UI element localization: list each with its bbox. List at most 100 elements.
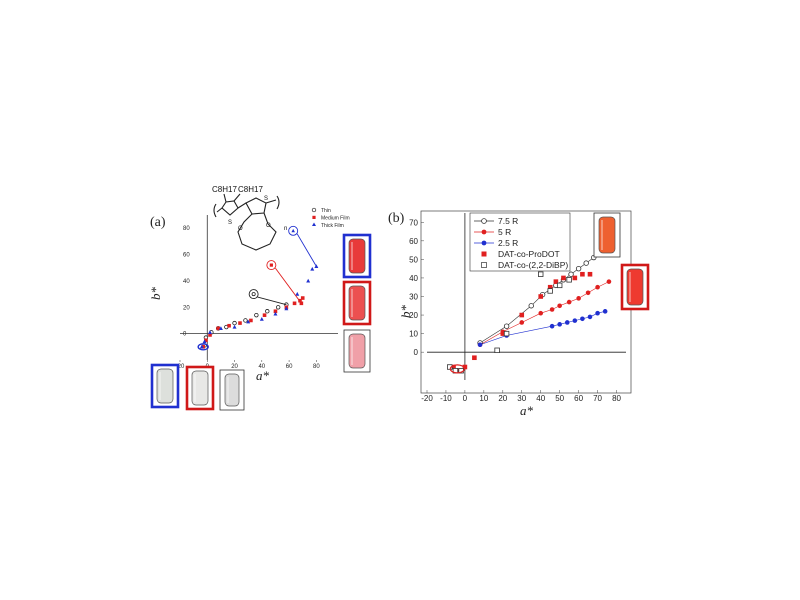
- panel-b-xtick-label: 50: [555, 394, 564, 403]
- panel-a-point-0: [232, 320, 237, 326]
- panel-b-xtick-label: -10: [440, 394, 452, 403]
- chem-repeat-n: n: [284, 226, 287, 232]
- panel-a-point-0: [254, 312, 259, 318]
- panel-a-xtick-label: -20: [176, 364, 185, 370]
- panel-b-ticks: -20 -10 0 10 20 30 40 50 60 70 80 0 10 20 30 40 50 60 70: [409, 218, 621, 403]
- legend-marker-thick: [312, 222, 316, 226]
- panel-a-label: (a): [150, 215, 166, 230]
- panel-b-point-3: [553, 279, 559, 284]
- panel-b: (b) -20 -10 0 10 20 30 40 50 60 70 80 0 10 20 30 40 50 60…: [388, 210, 632, 418]
- panel-a-ytick-label: 0: [183, 332, 187, 338]
- legend-marker-dibp: [481, 262, 487, 268]
- panel-a-marks: [197, 225, 319, 351]
- chem-substituent-1: C8H17: [212, 185, 237, 194]
- panel-b-point-3: [538, 294, 544, 299]
- swatch-fill: [348, 285, 366, 321]
- panel-b-point-2: [557, 322, 562, 327]
- panel-a-point-2: [273, 311, 278, 316]
- panel-b-point-2: [564, 320, 570, 325]
- panel-a-point-1: [208, 333, 212, 337]
- panel-b-xtick-label: -20: [421, 394, 433, 403]
- panel-a-point-2: [218, 326, 223, 330]
- panel-a-point-0: [275, 305, 281, 310]
- legend-label-7-5r: 7.5 R: [498, 216, 518, 226]
- swatch-fill: [348, 238, 366, 274]
- panel-a-point-1: [227, 323, 231, 328]
- panel-b-point-1: [595, 284, 600, 290]
- panel-b-xtick-label: 0: [463, 394, 468, 403]
- panel-b-ytick-label: 70: [409, 218, 418, 227]
- panel-a-point-1: [201, 345, 205, 349]
- swatch-glare: [601, 220, 603, 250]
- panel-a-ytick-label: 60: [183, 253, 190, 259]
- panel-b-point-4: [447, 364, 453, 370]
- panel-a-ytick-label: 20: [183, 305, 190, 311]
- panel-b-point-1: [538, 310, 544, 316]
- panel-b-point-3: [547, 284, 553, 290]
- panel-b-ytick-label: 50: [409, 255, 418, 264]
- panel-b-point-2: [580, 316, 585, 322]
- panel-a-ticks: -20020406080020406080: [176, 226, 321, 370]
- panel-a-point-1: [273, 309, 278, 314]
- chem-atom-s2: S: [264, 196, 268, 202]
- annotation-line-1: [275, 267, 302, 304]
- panel-b-point-0: [575, 265, 582, 272]
- swatch-b-orange: [593, 212, 621, 258]
- panel-b-xtick-label: 70: [593, 394, 602, 403]
- swatch-fill: [626, 268, 644, 306]
- swatch-glare: [351, 337, 353, 365]
- swatch-glare: [194, 374, 196, 402]
- panel-b-point-4: [494, 347, 500, 354]
- panel-b-ytick-label: 10: [409, 330, 418, 339]
- panel-a-point-2: [202, 339, 207, 344]
- swatch-glare: [159, 372, 161, 400]
- swatch-a-thick-bleached: [150, 363, 180, 409]
- panel-a-point-2: [199, 344, 204, 349]
- panel-b-point-1: [549, 307, 555, 312]
- panel-b-marks: [447, 247, 612, 374]
- panel-a-point-1: [216, 326, 220, 331]
- chem-atom-o1: O: [266, 223, 271, 229]
- panel-b-legend: 7.5 R 5 R 2.5 R DAT-co-ProDOT DAT-co-(2,…: [469, 212, 571, 272]
- swatch-glare: [227, 377, 229, 403]
- panel-b-point-2: [602, 309, 608, 314]
- panel-b-ylabel: b*: [398, 305, 413, 319]
- legend-label-dibp: DAT-co-(2,2-DiBP): [498, 260, 568, 270]
- panel-a-axes: [180, 215, 338, 360]
- swatch-glare: [629, 272, 631, 302]
- panel-b-point-4: [556, 282, 563, 289]
- panel-a-point-2: [246, 319, 251, 324]
- legend-label-prodot: DAT-co-ProDOT: [498, 249, 560, 259]
- panel-a-point-1: [300, 296, 305, 300]
- panel-b-point-2: [587, 314, 593, 320]
- swatch-b-red: [620, 263, 650, 311]
- panel-b-point-3: [519, 312, 525, 318]
- swatch-fill: [191, 370, 209, 406]
- panel-b-ytick-label: 60: [409, 237, 418, 246]
- swatch-a-medium-bleached: [185, 365, 215, 411]
- panel-b-point-1: [576, 296, 581, 301]
- chem-substituent-2: C8H17: [238, 185, 263, 194]
- panel-b-point-3: [462, 364, 468, 370]
- panel-a-point-0: [243, 318, 248, 323]
- swatch-glare: [351, 289, 353, 317]
- legend-marker-medium: [312, 215, 316, 219]
- panel-b-xtick-label: 10: [479, 394, 488, 403]
- panel-b-ytick-label: 0: [414, 348, 419, 357]
- panel-a-xtick-label: 20: [231, 364, 238, 370]
- panel-a-xtick-label: 60: [286, 364, 293, 370]
- swatch-fill: [348, 333, 366, 369]
- panel-b-series-line-2: [479, 311, 606, 346]
- chem-atom-s1: S: [228, 220, 232, 226]
- panel-b-axes: [427, 213, 626, 380]
- panel-b-xtick-label: 80: [612, 394, 621, 403]
- panel-b-ytick-label: 30: [409, 293, 418, 302]
- panel-b-point-1: [585, 290, 591, 296]
- panel-b-point-1: [557, 303, 562, 309]
- panel-b-point-3: [451, 364, 456, 370]
- panel-b-point-0: [583, 260, 589, 266]
- panel-a-point-2: [310, 266, 315, 271]
- legend-label-2-5r: 2.5 R: [498, 238, 518, 248]
- annotation-marker-1: [269, 263, 273, 267]
